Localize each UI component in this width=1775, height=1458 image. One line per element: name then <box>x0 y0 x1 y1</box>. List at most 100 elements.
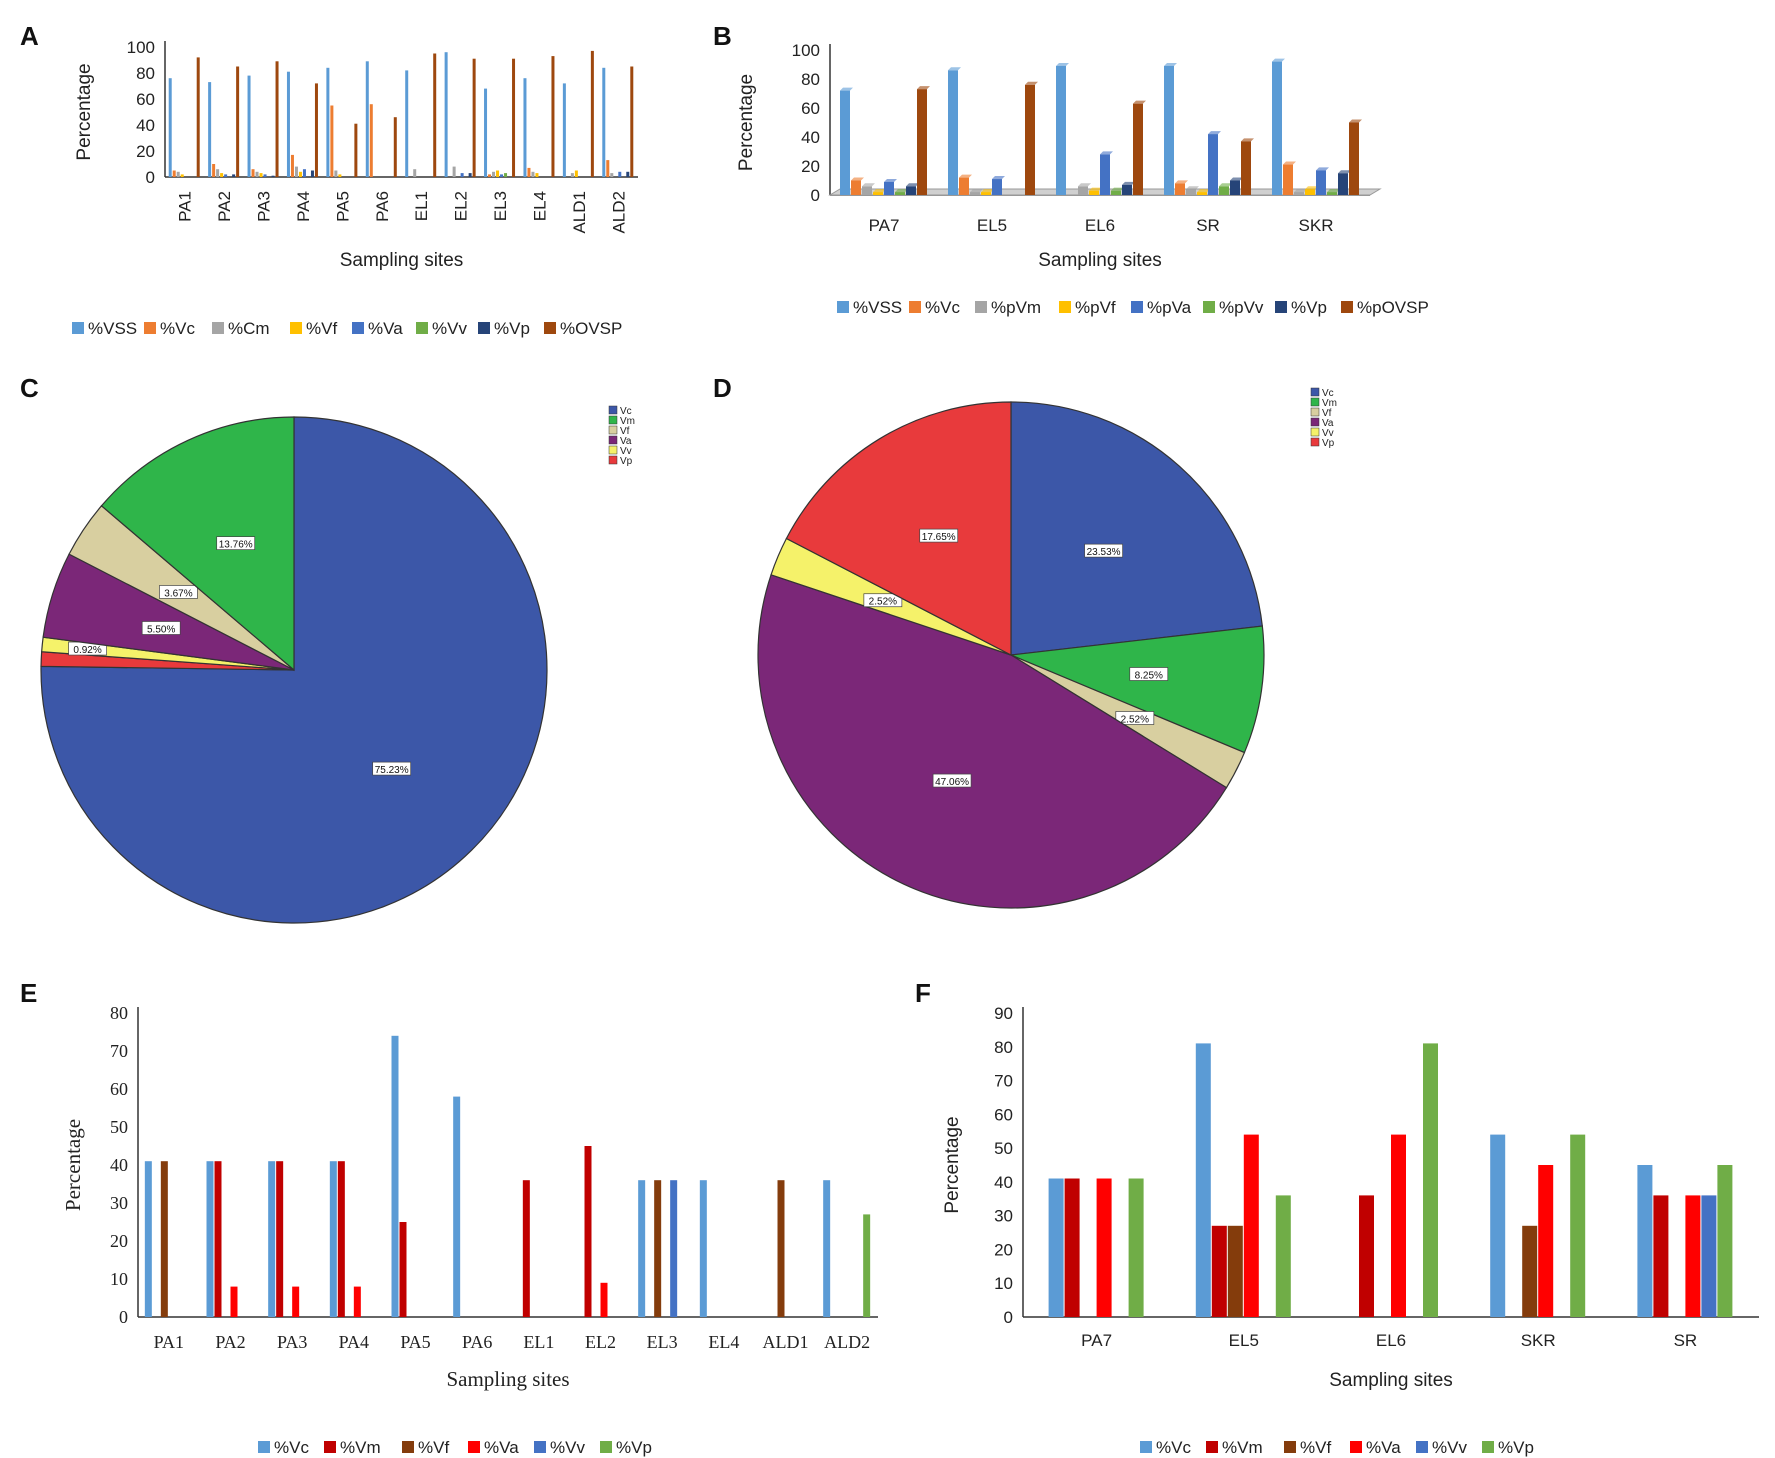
legend-label-vp: %Vp <box>494 319 530 338</box>
pie-label-c-vv: 0.92% <box>73 645 101 656</box>
bar-top-b-pa7-pvf <box>873 189 886 193</box>
x-tick-label: PA5 <box>400 1332 430 1352</box>
bar-a-el2-ovsp <box>472 58 476 178</box>
panel-letter-b: B <box>713 21 732 51</box>
legend-swatch-va <box>352 322 364 334</box>
pie-label-box-c-vf <box>159 585 198 599</box>
legend-swatch-d-vf <box>1310 407 1320 417</box>
y-tick-label: 50 <box>110 1117 128 1137</box>
bar-top-b-el6-povsp <box>1133 100 1146 104</box>
y-axis-title: Percentage <box>942 1116 963 1213</box>
bar-top-b-el5-pvf <box>981 189 994 193</box>
bar-a-el2-vp <box>468 173 472 177</box>
bar-top-b-el6-pvv <box>1111 187 1124 191</box>
pie-slice-d-vp <box>785 401 1012 656</box>
pie-label-box-c-vm <box>216 536 256 551</box>
legend-swatch-vv <box>534 1441 546 1453</box>
bar-b-el5-vss <box>948 70 958 195</box>
y-tick-label: 70 <box>110 1041 128 1061</box>
bar-top-b-skr-pvm <box>1294 189 1307 193</box>
bar-a-pa6-ovsp <box>393 117 397 177</box>
x-tick-label: PA4 <box>294 191 313 222</box>
legend-label-c-vm: Vm <box>620 416 635 427</box>
pie-label-d-vm: 8.25% <box>1135 671 1163 682</box>
bar-b-el6-povsp <box>1133 103 1143 195</box>
bar-b-sr-pvv <box>1219 186 1229 195</box>
x-tick-label: ALD2 <box>824 1332 870 1352</box>
y-tick-label: 40 <box>136 116 155 135</box>
bar-b-el5-vc <box>959 177 969 195</box>
y-tick-label: 40 <box>994 1173 1013 1192</box>
bar-a-el4-vss <box>523 78 527 177</box>
legend-swatch-d-vm <box>1310 397 1320 407</box>
bar-a-el3-vf <box>496 170 500 177</box>
bar-a-pa1-vc <box>172 170 176 177</box>
bar-top-b-el5-vc <box>959 174 972 178</box>
legend-swatch-vc <box>909 301 921 313</box>
legend-swatch-va <box>1350 1441 1362 1453</box>
y-tick-label: 30 <box>110 1193 128 1213</box>
bar-top-b-pa7-vc <box>851 177 864 181</box>
legend-label-c-va: Va <box>620 436 632 447</box>
legend-swatch-c-vf <box>608 425 618 435</box>
bar-b-el6-pvm <box>1078 186 1088 195</box>
legend-swatch-pvv <box>1203 301 1215 313</box>
bar-a-pa5-cm <box>334 170 338 177</box>
chart-b: 0 20 40 60 80 100 PA7 EL5 EL6 SR SKR Sampling sites… <box>736 41 1429 317</box>
legend-swatch-vss <box>837 301 849 313</box>
bar-a-el3-vc <box>488 174 492 177</box>
legend-label-d-vm: Vm <box>1322 398 1337 409</box>
y-tick-label: 40 <box>110 1155 128 1175</box>
pie-label-box-d-vc <box>1084 543 1123 558</box>
y-tick-label: 0 <box>811 186 820 205</box>
legend-label-pvf: %pVf <box>1075 298 1116 317</box>
bar-f-sr-vc <box>1637 1165 1653 1317</box>
bar-f-el5-va <box>1243 1134 1259 1317</box>
bar-b-skr-povsp <box>1349 122 1359 195</box>
legend-swatch-d-vc <box>1310 387 1320 397</box>
y-tick-label: 60 <box>801 99 820 118</box>
legend-label-ovsp: %OVSP <box>560 319 622 338</box>
x-tick-label: EL6 <box>1085 216 1115 235</box>
bar-a-el1-ovsp <box>433 53 437 177</box>
bar-top-b-pa7-vp <box>906 183 919 187</box>
bar-a-el2-va <box>460 173 464 177</box>
legend-label-c-vv: Vv <box>620 446 632 457</box>
bar-a-ald2-vp <box>626 171 630 177</box>
bar-e-el4-vc <box>699 1180 707 1317</box>
bar-a-el4-cm <box>531 171 535 177</box>
bar-a-pa3-cm <box>255 171 259 177</box>
bar-top-b-el6-vss <box>1056 62 1069 66</box>
legend-swatch-vc <box>1140 1441 1152 1453</box>
bar-b-el6-pvv <box>1111 190 1121 195</box>
bar-a-el2-cm <box>452 166 456 177</box>
bar-e-ald2-vc <box>823 1180 831 1317</box>
bar-e-el2-va <box>600 1282 608 1317</box>
y-axis-title: Percentage <box>736 74 757 171</box>
bar-b-sr-povsp <box>1241 141 1251 195</box>
bar-b-skr-vss <box>1272 61 1282 195</box>
legend-label-vv: %Vv <box>550 1438 585 1457</box>
legend-label-vp: %Vp <box>616 1438 652 1457</box>
y-tick-label: 80 <box>994 1038 1013 1057</box>
x-tick-label: PA5 <box>333 191 352 222</box>
bar-top-b-sr-vp <box>1230 177 1243 181</box>
bar-a-el3-ovsp <box>512 58 516 178</box>
legend-swatch-d-va <box>1310 417 1320 427</box>
pie-label-c-vm: 13.76% <box>219 540 253 551</box>
bar-a-ald1-ovsp <box>590 50 594 177</box>
bar-b-pa7-pvm <box>862 186 872 195</box>
pie-label-d-vv: 2.52% <box>869 597 897 608</box>
bar-a-pa2-ovsp <box>236 66 240 177</box>
bar-a-pa2-cm <box>216 169 220 177</box>
bar-b-sr-pvf <box>1197 192 1207 195</box>
pie-label-box-d-va <box>932 773 972 788</box>
bar-a-pa3-vc <box>251 169 255 177</box>
y-tick-label: 20 <box>801 157 820 176</box>
y-tick-label: 20 <box>110 1231 128 1251</box>
bar-top-b-sr-pvf <box>1197 189 1210 193</box>
bar-b-el6-vss <box>1056 65 1066 195</box>
x-tick-label: PA1 <box>154 1332 184 1352</box>
bar-a-pa1-ovsp <box>196 57 200 177</box>
